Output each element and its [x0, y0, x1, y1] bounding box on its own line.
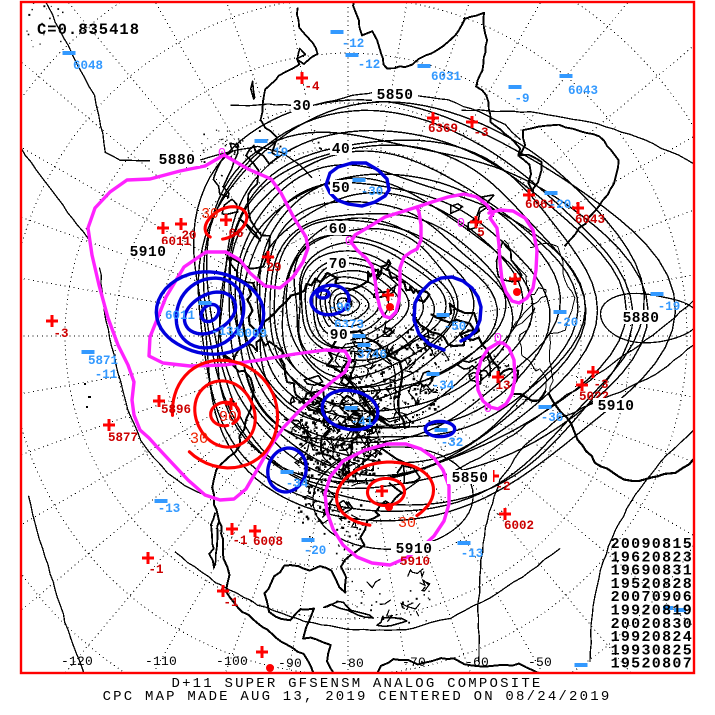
- svg-text:6048: 6048: [73, 59, 103, 73]
- svg-text:-12: -12: [358, 58, 381, 72]
- svg-text:6369: 6369: [428, 122, 458, 136]
- svg-text:-100: -100: [216, 654, 248, 669]
- svg-text:-20: -20: [304, 544, 327, 558]
- svg-text:3746: 3746: [357, 348, 387, 362]
- svg-text:5880: 5880: [159, 153, 196, 169]
- svg-text:19930825: 19930825: [611, 642, 693, 659]
- svg-text:-20: -20: [549, 198, 572, 212]
- svg-text:5896: 5896: [161, 403, 191, 417]
- svg-text:-9: -9: [514, 92, 529, 106]
- svg-text:13: 13: [495, 379, 510, 393]
- svg-text:-50: -50: [528, 655, 552, 670]
- svg-text:30: 30: [190, 430, 209, 448]
- svg-text:70: 70: [329, 257, 347, 273]
- svg-text:-12: -12: [342, 37, 365, 51]
- svg-text:6009: 6009: [237, 327, 267, 341]
- svg-text:19620823: 19620823: [611, 549, 693, 566]
- svg-text:5850: 5850: [377, 88, 414, 104]
- svg-text:6043: 6043: [568, 84, 598, 98]
- svg-text:5877: 5877: [108, 431, 138, 445]
- svg-text:19690831: 19690831: [611, 563, 693, 580]
- svg-text:5910: 5910: [130, 245, 167, 261]
- svg-text:D+11 SUPER GFSENSM ANALOG COMP: D+11 SUPER GFSENSM ANALOG COMPOSITE: [171, 676, 542, 692]
- svg-text:0: 0: [218, 146, 226, 162]
- svg-text:-13: -13: [461, 547, 484, 561]
- svg-text:-131: -131: [211, 325, 241, 339]
- svg-text:-50: -50: [444, 320, 467, 334]
- svg-text:-1: -1: [232, 534, 247, 548]
- svg-text:-19: -19: [266, 146, 289, 160]
- svg-text:-90: -90: [278, 656, 302, 671]
- svg-text:29: 29: [266, 261, 281, 275]
- svg-text:0: 0: [494, 331, 502, 347]
- svg-text:-120: -120: [61, 654, 93, 669]
- svg-text:20090815: 20090815: [611, 536, 693, 553]
- svg-text:C=0.835418: C=0.835418: [37, 21, 140, 39]
- svg-text:66: 66: [228, 227, 243, 241]
- svg-text:19920819: 19920819: [611, 603, 693, 620]
- svg-text:90: 90: [330, 328, 348, 344]
- svg-text:-3: -3: [473, 126, 488, 140]
- svg-text:5880: 5880: [623, 311, 660, 327]
- svg-text:0: 0: [345, 234, 353, 250]
- svg-text:-80: -80: [340, 656, 364, 671]
- svg-text:90: 90: [219, 409, 237, 426]
- svg-text:30: 30: [398, 515, 416, 532]
- svg-text:6008: 6008: [253, 535, 283, 549]
- svg-text:30: 30: [293, 99, 311, 115]
- svg-text:6043: 6043: [575, 213, 605, 227]
- svg-text:0: 0: [484, 401, 492, 417]
- svg-text:19520807: 19520807: [611, 656, 693, 673]
- svg-text:5910: 5910: [598, 399, 635, 415]
- svg-text:6031: 6031: [431, 70, 461, 84]
- svg-text:-60: -60: [465, 655, 489, 670]
- svg-text:19920824: 19920824: [611, 629, 693, 646]
- svg-text:-20: -20: [556, 316, 579, 330]
- svg-text:-1: -1: [148, 563, 163, 577]
- svg-text:20070906: 20070906: [611, 589, 693, 606]
- svg-text:30: 30: [201, 207, 218, 223]
- svg-text:5910: 5910: [396, 542, 433, 558]
- svg-text:-4: -4: [304, 80, 320, 94]
- svg-text:-34: -34: [286, 477, 309, 491]
- svg-text:5910: 5910: [400, 555, 430, 569]
- svg-text:20020830: 20020830: [611, 616, 693, 633]
- svg-text:6061: 6061: [525, 198, 555, 212]
- svg-text:19520828: 19520828: [611, 576, 693, 593]
- svg-text:5: 5: [477, 226, 485, 240]
- svg-text:-3: -3: [53, 327, 68, 341]
- svg-text:5850: 5850: [452, 471, 489, 487]
- svg-text:6011: 6011: [165, 309, 195, 323]
- svg-text:-3: -3: [593, 378, 608, 392]
- svg-text:40: 40: [332, 142, 350, 158]
- svg-text:CPC MAP MADE AUG 13, 2019 CENT: CPC MAP MADE AUG 13, 2019 CENTERED ON 08…: [103, 689, 612, 705]
- svg-text:5871: 5871: [88, 354, 118, 368]
- svg-text:50: 50: [332, 181, 350, 197]
- svg-text:0: 0: [457, 216, 465, 232]
- svg-text:-32: -32: [441, 436, 464, 450]
- svg-text:-34: -34: [432, 379, 455, 393]
- svg-text:20: 20: [181, 229, 196, 243]
- svg-text:-90: -90: [329, 301, 352, 315]
- svg-text:-70: -70: [402, 655, 426, 670]
- svg-text:6002: 6002: [504, 519, 534, 533]
- svg-text:-1: -1: [223, 596, 238, 610]
- svg-text:-110: -110: [145, 654, 177, 669]
- svg-text:-13: -13: [158, 502, 181, 516]
- svg-text:-30: -30: [361, 185, 384, 199]
- svg-text:-11: -11: [95, 368, 118, 382]
- svg-text:-41: -41: [351, 415, 374, 429]
- svg-text:-36: -36: [541, 411, 564, 425]
- svg-text:-2: -2: [495, 480, 510, 494]
- svg-text:60: 60: [329, 222, 347, 238]
